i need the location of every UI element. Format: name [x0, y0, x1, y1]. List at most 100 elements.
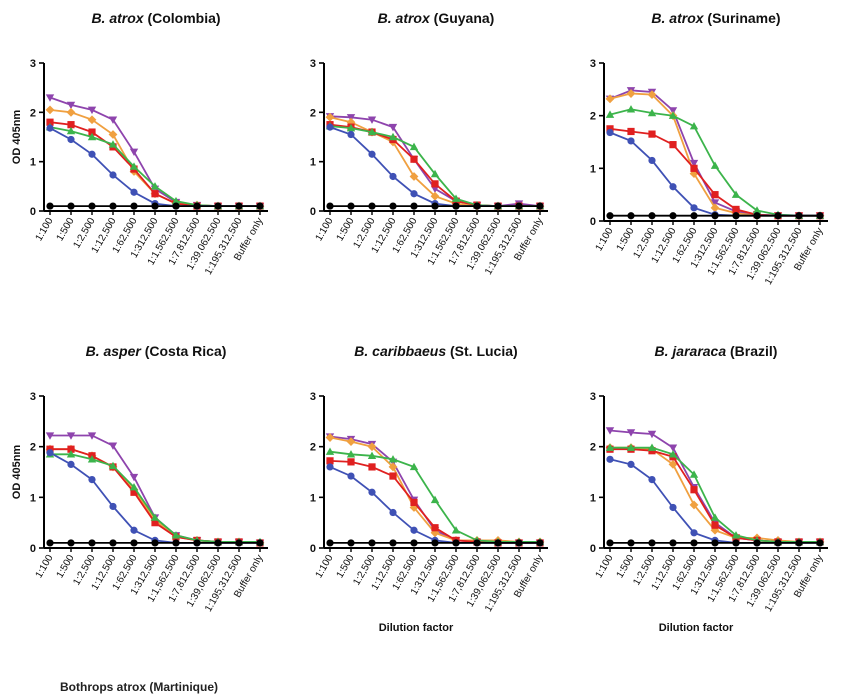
y-tick-label: 3	[30, 391, 36, 403]
data-point	[67, 121, 75, 129]
chart-panel-3: B. atrox (Suriname)01231:1001:5001:2,500…	[590, 10, 828, 287]
data-point	[346, 450, 356, 458]
data-point	[66, 107, 76, 117]
data-point	[431, 524, 439, 532]
data-point	[171, 531, 181, 539]
data-point	[109, 502, 117, 511]
data-point	[409, 172, 419, 181]
data-point	[494, 202, 502, 210]
x-axis-label: Dilution factor	[659, 622, 734, 634]
data-point	[87, 455, 97, 463]
data-point	[129, 483, 139, 491]
data-point	[193, 202, 201, 210]
data-point	[774, 212, 782, 220]
y-tick-label: 0	[310, 206, 316, 218]
y-tick-label: 1	[30, 157, 36, 169]
data-point	[710, 161, 720, 169]
data-point	[452, 202, 460, 210]
data-point	[515, 202, 523, 210]
data-point	[431, 180, 439, 188]
data-point	[108, 461, 118, 470]
chart-title-region: (Suriname)	[704, 10, 781, 26]
data-point	[732, 539, 740, 547]
y-tick-label: 0	[310, 543, 316, 555]
data-point	[669, 539, 677, 547]
data-point	[346, 114, 356, 122]
data-point	[795, 212, 803, 220]
data-point	[130, 488, 138, 496]
data-point	[690, 539, 698, 547]
data-point	[536, 539, 544, 547]
x-tick-label: 1:100	[314, 216, 336, 244]
data-point	[647, 90, 657, 99]
data-point	[67, 202, 75, 210]
data-point	[451, 194, 461, 202]
data-point	[150, 182, 160, 190]
data-point	[689, 470, 699, 478]
chart-panel-5: B. caribbaeus (St. Lucia)01231:1001:5001…	[310, 343, 548, 634]
data-point	[108, 140, 118, 148]
y-tick-label: 2	[30, 442, 36, 454]
data-point	[689, 500, 699, 510]
data-point	[325, 447, 335, 455]
data-point	[193, 539, 201, 547]
data-point	[669, 141, 677, 149]
data-point	[795, 539, 803, 547]
data-point	[129, 473, 139, 482]
data-point	[87, 106, 97, 115]
series-line	[50, 453, 260, 543]
data-point	[515, 539, 523, 547]
chart-title-region: (Guyana)	[430, 10, 495, 26]
data-point	[46, 124, 54, 132]
data-point	[627, 460, 635, 468]
data-point	[648, 156, 656, 165]
chart-panel-2: B. atrox (Guyana)01231:1001:5001:2,5001:…	[310, 10, 548, 277]
data-point	[473, 202, 481, 210]
data-point	[151, 519, 159, 527]
x-tick-label: 1:100	[34, 216, 56, 244]
data-point	[45, 432, 55, 440]
data-point	[668, 111, 678, 119]
data-point	[409, 503, 419, 512]
y-tick-label: 3	[590, 391, 596, 403]
data-point	[710, 513, 720, 521]
data-point	[689, 169, 699, 178]
series-orange	[45, 444, 265, 548]
data-point	[129, 148, 139, 156]
data-point	[774, 539, 782, 547]
data-point	[325, 433, 335, 442]
data-point	[731, 531, 741, 539]
data-point	[172, 539, 180, 547]
data-point	[130, 188, 138, 196]
x-tick-label: 1:100	[314, 553, 336, 581]
data-point	[150, 513, 160, 521]
data-point	[605, 110, 615, 118]
data-point	[690, 212, 698, 220]
data-point	[409, 142, 419, 151]
data-point	[67, 539, 75, 547]
data-point	[410, 190, 418, 198]
data-point	[451, 526, 461, 534]
y-tick-label: 1	[310, 157, 316, 169]
data-point	[347, 458, 355, 466]
data-point	[626, 443, 636, 451]
data-point	[431, 202, 439, 210]
y-tick-label: 3	[590, 58, 596, 70]
series-blue	[46, 449, 264, 547]
data-point	[430, 495, 440, 504]
x-tick-label: 1:500	[55, 553, 77, 581]
series-black	[606, 212, 824, 220]
data-point	[605, 443, 615, 451]
data-point	[388, 132, 398, 141]
data-point	[410, 498, 418, 506]
data-point	[347, 202, 355, 210]
data-point	[66, 101, 76, 110]
data-point	[66, 450, 76, 458]
data-point	[326, 457, 334, 465]
data-point	[326, 463, 334, 471]
data-point	[452, 539, 460, 547]
data-point	[130, 202, 138, 210]
data-point	[256, 202, 264, 210]
chart-title-species: B. atrox	[91, 10, 144, 26]
series-green	[45, 450, 265, 546]
